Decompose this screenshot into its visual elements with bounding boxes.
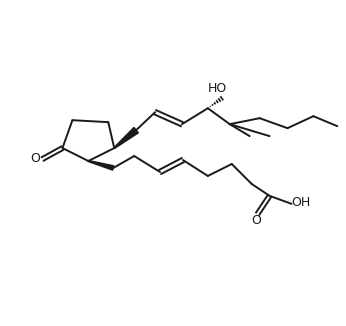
Polygon shape: [88, 160, 114, 170]
Text: OH: OH: [291, 196, 310, 209]
Text: O: O: [252, 214, 262, 227]
Text: O: O: [31, 152, 40, 165]
Polygon shape: [114, 127, 138, 148]
Text: HO: HO: [208, 82, 227, 95]
